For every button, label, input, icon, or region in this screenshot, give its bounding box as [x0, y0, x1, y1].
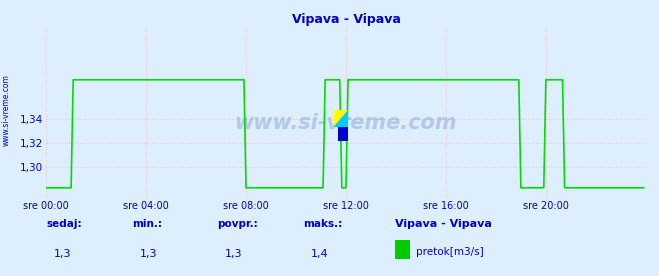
Text: maks.:: maks.: — [303, 219, 343, 229]
Text: 1,4: 1,4 — [311, 250, 328, 259]
Title: Vipava - Vipava: Vipava - Vipava — [291, 14, 401, 26]
Text: 1,3: 1,3 — [54, 250, 71, 259]
Polygon shape — [333, 110, 348, 127]
Text: www.si-vreme.com: www.si-vreme.com — [2, 75, 11, 146]
Polygon shape — [333, 110, 348, 127]
Text: 1,3: 1,3 — [225, 250, 243, 259]
Text: pretok[m3/s]: pretok[m3/s] — [416, 247, 484, 257]
Text: min.:: min.: — [132, 219, 162, 229]
Text: 1,3: 1,3 — [140, 250, 157, 259]
Text: sedaj:: sedaj: — [46, 219, 82, 229]
Text: Vipava - Vipava: Vipava - Vipava — [395, 219, 492, 229]
Polygon shape — [337, 127, 348, 141]
Text: povpr.:: povpr.: — [217, 219, 258, 229]
Text: www.si-vreme.com: www.si-vreme.com — [235, 113, 457, 133]
